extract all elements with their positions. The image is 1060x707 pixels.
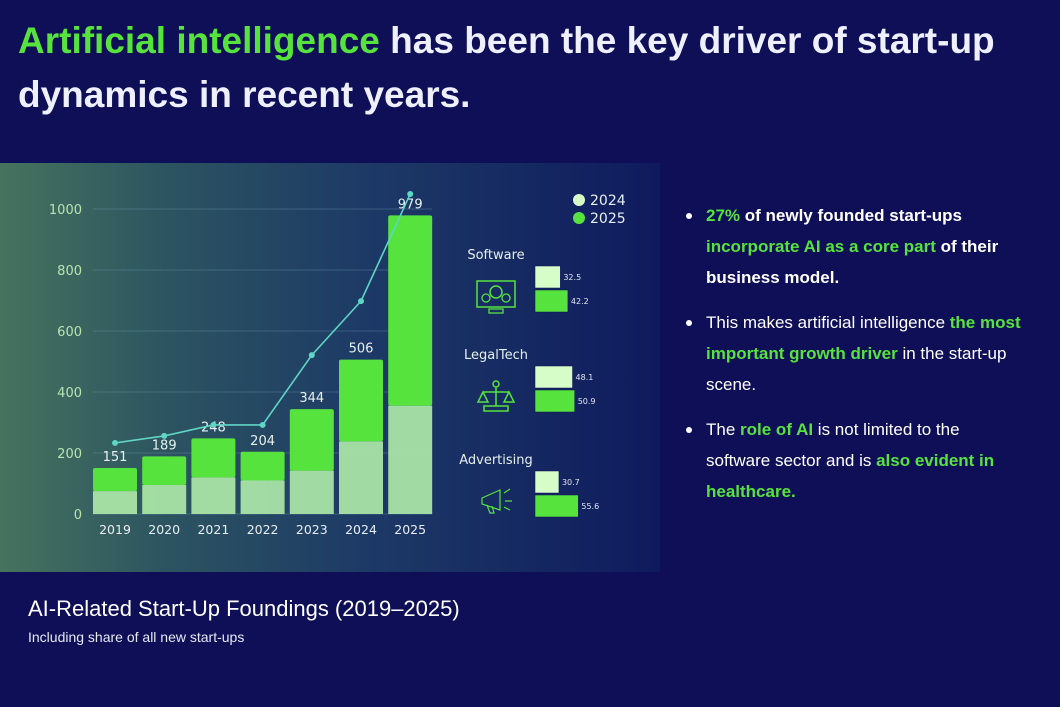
x-tick-label: 2021 [197, 522, 229, 537]
y-tick-label: 400 [57, 386, 82, 401]
x-tick-label: 2025 [394, 522, 426, 537]
sector-bar [534, 289, 569, 313]
bullet-item: This makes artificial intelligence the m… [684, 307, 1024, 400]
sector-bar-value: 32.5 [563, 273, 581, 282]
bar-lower-segment [142, 485, 187, 514]
bar-value-label: 189 [152, 438, 177, 453]
sector-bar-value: 50.9 [578, 397, 596, 406]
gear-icon [489, 285, 503, 299]
share-line-point [407, 191, 414, 198]
y-tick-label: 600 [57, 325, 82, 340]
scales-icon [492, 380, 500, 388]
bar-upper-segment [388, 215, 433, 406]
chart-panel: 0200400600800100015120191892020248202120… [0, 163, 660, 572]
x-tick-label: 2019 [99, 522, 131, 537]
bar-upper-segment [339, 359, 383, 442]
sector-bar [534, 265, 561, 289]
sector-bar [534, 389, 575, 413]
bullet-text: The [706, 420, 741, 439]
sector-bar-value: 55.6 [581, 502, 599, 511]
chart-svg: 0200400600800100015120191892020248202120… [49, 191, 626, 537]
bar-lower-segment [289, 470, 334, 514]
bullet-item: 27% of newly founded start-ups incorpora… [684, 200, 1024, 293]
bar-lower-segment [388, 405, 433, 514]
bar-upper-segment [142, 456, 187, 486]
bullet-text: incorporate AI as a core part [706, 237, 936, 256]
share-line-point [358, 298, 364, 305]
sector-bar [534, 470, 560, 494]
bar-upper-segment [191, 438, 236, 478]
bar-upper-segment [240, 451, 285, 481]
bullet-text: 27% [706, 206, 741, 225]
bar-value-label: 979 [398, 197, 423, 212]
megaphone-icon [481, 488, 512, 514]
bar-value-label: 506 [349, 342, 374, 357]
bar-lower-segment [191, 477, 236, 514]
share-line-point [112, 439, 118, 446]
chart-subtitle: Including share of all new start-ups [28, 629, 245, 645]
bullet-text: is not limited to the software sector an… [706, 420, 960, 470]
sector-bar-value: 48.1 [576, 373, 594, 382]
bullet-text: role of AI [740, 420, 814, 439]
bullet-text: of their business model. [706, 237, 999, 287]
bar-upper-segment [289, 409, 334, 471]
legend-label: 2024 [590, 193, 626, 209]
sector-label: Advertising [459, 453, 533, 468]
bar-upper-segment [93, 467, 137, 492]
scales-icon [476, 387, 516, 406]
bar-lower-segment [93, 491, 137, 514]
monitor-gears-icon [476, 280, 516, 308]
headline: Artificial intelligence has been the key… [18, 14, 1018, 122]
y-tick-label: 200 [57, 447, 82, 462]
legend-dot [573, 194, 585, 206]
sector-bar-value: 42.2 [571, 297, 589, 306]
legend-dot [573, 212, 585, 224]
share-line-point [308, 352, 315, 359]
share-line-point [259, 421, 266, 428]
y-tick-label: 0 [74, 508, 82, 523]
share-line-point [161, 432, 168, 439]
bullet-list: 27% of newly founded start-ups incorpora… [684, 200, 1024, 521]
x-tick-label: 2023 [296, 522, 328, 537]
bar-lower-segment [339, 441, 383, 514]
gear-icon [481, 293, 491, 303]
x-tick-label: 2020 [148, 522, 180, 537]
bullet-text: in the start-up scene. [706, 344, 1007, 394]
bar-value-label: 151 [103, 450, 128, 465]
gear-icon [501, 293, 511, 303]
x-tick-label: 2022 [247, 522, 279, 537]
sector-bar-value: 30.7 [562, 478, 580, 487]
bar-value-label: 204 [250, 434, 275, 449]
sector-label: LegalTech [464, 348, 528, 363]
sector-label: Software [467, 248, 524, 263]
x-tick-label: 2024 [345, 522, 377, 537]
legend-label: 2025 [590, 211, 626, 227]
bar-value-label: 344 [299, 391, 324, 406]
sector-bar [534, 365, 573, 389]
y-tick-label: 1000 [49, 203, 82, 218]
monitor-stand-icon [488, 308, 504, 314]
bullet-text: of newly founded start-ups [740, 206, 962, 225]
bullet-text: the most important growth driver [706, 313, 1021, 363]
y-tick-label: 800 [57, 264, 82, 279]
headline-highlight: Artificial intelligence [18, 20, 380, 61]
sector-bar [534, 494, 579, 518]
share-line-point [210, 421, 217, 428]
chart-caption: AI-Related Start-Up Foundings (2019–2025… [28, 596, 460, 621]
bullet-text: also evident in healthcare. [706, 451, 995, 501]
bar-lower-segment [240, 480, 285, 514]
bullet-item: The role of AI is not limited to the sof… [684, 414, 1024, 507]
headline-rest: has been the key driver of start-up dyna… [18, 20, 995, 115]
scales-base-icon [483, 405, 509, 412]
bullet-text: This makes artificial intelligence [706, 313, 950, 332]
